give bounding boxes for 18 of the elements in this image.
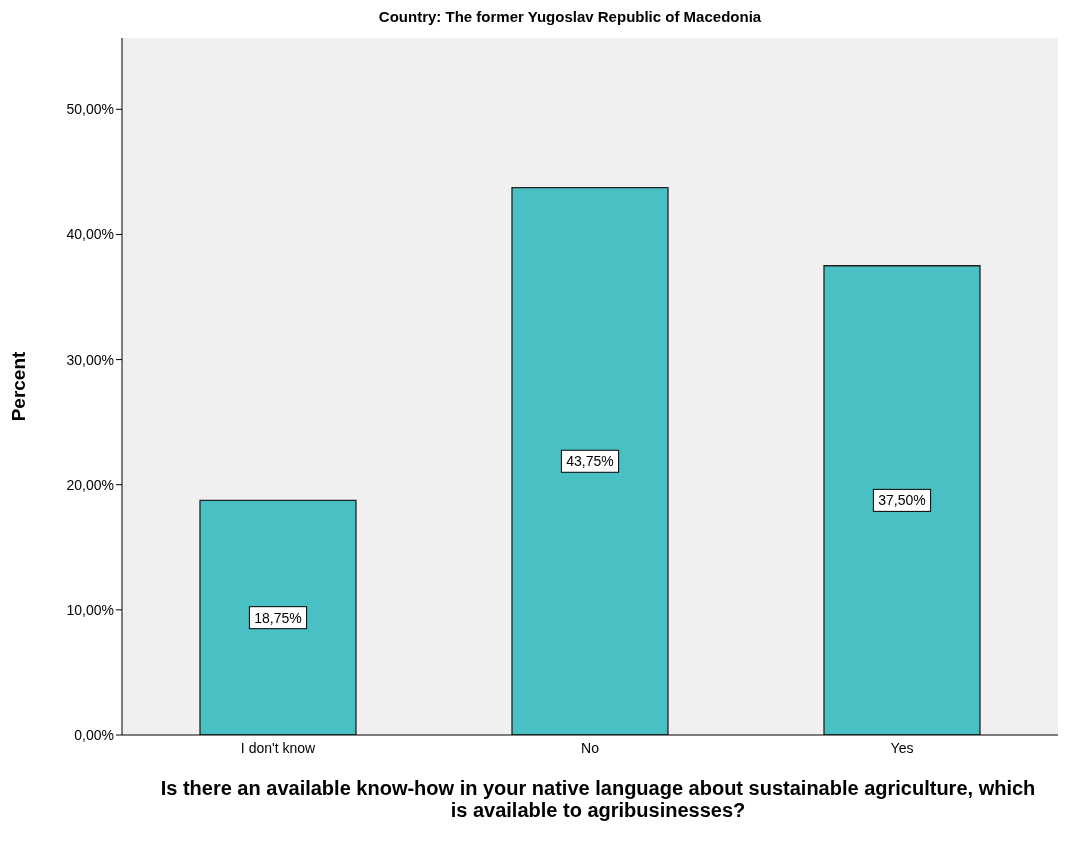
x-tick-label: Yes [890, 739, 914, 756]
bar [511, 186, 669, 735]
y-tick-label: 0,00% [74, 726, 114, 743]
y-tick-label: 30,00% [66, 351, 114, 368]
bar [199, 499, 357, 735]
data-label: 37,50% [878, 492, 926, 509]
x-tick-label: No [581, 739, 600, 756]
data-label: 43,75% [566, 453, 614, 470]
data-label: 18,75% [254, 609, 302, 626]
x-tick-label: I don't know [240, 739, 317, 756]
y-axis-title: Percent [7, 350, 29, 422]
chart-title: Country: The former Yugoslav Republic of Macedonia [377, 8, 763, 27]
y-tick-label: 10,00% [66, 601, 114, 618]
bar [823, 265, 981, 735]
y-tick-label: 20,00% [66, 476, 114, 493]
y-tick-label: 50,00% [66, 101, 114, 118]
x-axis-title: Is there an available know-how in your native language about sustainable agriculture, which is available to agribusinesses? [159, 777, 1037, 821]
y-tick-label: 40,00% [66, 226, 114, 243]
